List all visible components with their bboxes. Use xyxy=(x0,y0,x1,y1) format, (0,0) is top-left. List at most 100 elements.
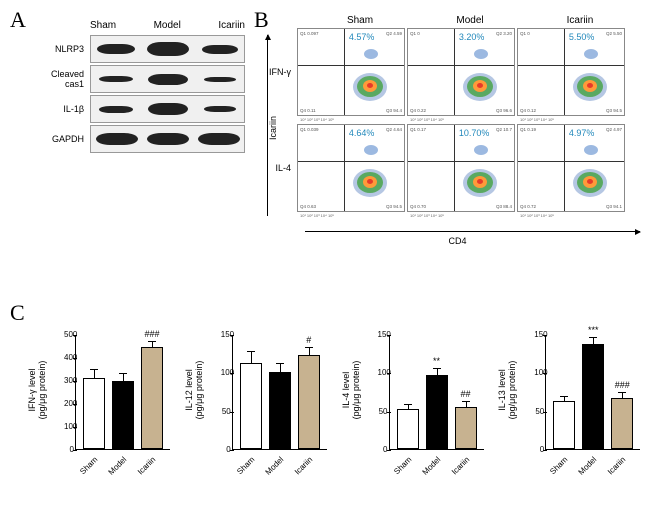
flow-q2-percentage: 10.70% xyxy=(459,128,490,138)
blot-band xyxy=(198,133,240,145)
blot-header-sham: Sham xyxy=(90,20,116,31)
flow-plot: 3.20%Q1 0Q2 3.20Q4 0.22Q3 96.610¹ 10² 10… xyxy=(407,28,515,116)
flow-q2-percentage: 5.50% xyxy=(569,32,595,42)
flow-x-caption: CD4 xyxy=(448,236,466,246)
bar-model xyxy=(269,372,291,449)
bar-sham xyxy=(553,401,575,449)
bar-chart: IFN-γ level(pg/μg protein)###01002003004… xyxy=(35,325,180,500)
blot-band xyxy=(147,133,189,145)
bar-icariin xyxy=(455,407,477,449)
flow-density-blob xyxy=(477,83,483,88)
flow-header-sham: Sham xyxy=(305,15,415,26)
bar-significance-marker: # xyxy=(306,335,311,345)
flow-q2-percentage: 4.97% xyxy=(569,128,595,138)
bar-chart: IL-13 level(pg/μg protein)***###05010015… xyxy=(505,325,650,500)
flow-plot: 10.70%Q1 0.17Q2 10.7Q4 0.70Q3 88.410¹ 10… xyxy=(407,124,515,212)
blot-lane-box xyxy=(90,125,245,153)
flow-col-headers: Sham Model Icariin xyxy=(305,15,650,26)
blot-band xyxy=(99,76,133,82)
bar-xlabel: Icariin xyxy=(621,455,627,461)
blot-row: NLRP3 xyxy=(35,35,245,63)
bar-significance-marker: ** xyxy=(433,356,440,366)
flow-plot: 4.64%Q1 0.039Q2 4.64Q4 0.63Q3 94.510¹ 10… xyxy=(297,124,405,212)
flow-q2-blob xyxy=(584,49,598,59)
flow-row-label: IFN-γ xyxy=(265,67,297,77)
blot-band xyxy=(147,42,189,56)
bar-sham xyxy=(240,363,262,449)
panel-c-bar-charts: IFN-γ level(pg/μg protein)###01002003004… xyxy=(35,325,650,500)
flow-row-label: IL-4 xyxy=(265,163,297,173)
bar-plot-area: ***### xyxy=(545,335,640,450)
bar-sham xyxy=(83,378,105,449)
blot-lane-box xyxy=(90,95,245,123)
panel-a-label: A xyxy=(10,7,26,33)
flow-q2-blob xyxy=(584,145,598,155)
bar-xlabel: Sham xyxy=(250,455,256,461)
bar-model xyxy=(582,344,604,449)
flow-x-axis-arrow xyxy=(305,231,640,232)
bar-chart: IL-12 level(pg/μg protein)#050100150Sham… xyxy=(192,325,337,500)
blot-protein-label: NLRP3 xyxy=(35,44,90,54)
flow-density-blob xyxy=(587,83,593,88)
flow-q2-blob xyxy=(474,49,488,59)
flow-row: IFN-γ4.57%Q1 0.097Q2 4.59Q4 0.11Q3 94.41… xyxy=(265,28,650,116)
bar-xlabel: Model xyxy=(122,455,128,461)
bar-chart: IL-4 level(pg/μg protein)**##050100150Sh… xyxy=(349,325,494,500)
bar-xlabel: Icariin xyxy=(151,455,157,461)
flow-header-icariin: Icariin xyxy=(525,15,635,26)
blot-band xyxy=(96,133,138,145)
bar-significance-marker: ## xyxy=(460,389,470,399)
blot-band xyxy=(202,45,238,54)
flow-density-blob xyxy=(477,179,483,184)
flow-q2-percentage: 4.57% xyxy=(349,32,375,42)
blot-header-model: Model xyxy=(154,20,181,31)
bar-significance-marker: *** xyxy=(588,325,599,335)
bar-xlabel: Sham xyxy=(93,455,99,461)
bar-significance-marker: ### xyxy=(144,329,159,339)
blot-header-icariin: Icariin xyxy=(218,20,245,31)
flow-plot: 5.50%Q1 0Q2 5.50Q4 0.12Q3 94.510¹ 10² 10… xyxy=(517,28,625,116)
flow-plot: 4.97%Q1 0.19Q2 4.97Q4 0.72Q3 94.110¹ 10²… xyxy=(517,124,625,212)
bar-xlabel: Icariin xyxy=(308,455,314,461)
panel-b-flow-cytometry: Sham Model Icariin IFN-γ4.57%Q1 0.097Q2 … xyxy=(265,15,650,236)
flow-density-blob xyxy=(367,83,373,88)
blot-band xyxy=(204,106,236,112)
blot-lane-box xyxy=(90,35,245,63)
panel-c-label: C xyxy=(10,300,25,326)
flow-header-model: Model xyxy=(415,15,525,26)
bar-plot-area: ** ## xyxy=(389,335,484,450)
blot-protein-label: Cleaved cas1 xyxy=(35,69,90,89)
bar-significance-marker: ### xyxy=(615,380,630,390)
flow-q2-blob xyxy=(364,145,378,155)
blot-band xyxy=(148,103,188,115)
bar-icariin xyxy=(298,355,320,449)
bar-icariin xyxy=(141,347,163,449)
flow-q2-percentage: 4.64% xyxy=(349,128,375,138)
panel-a-western-blot: Sham Model Icariin NLRP3 Cleaved cas1 IL-1… xyxy=(35,20,245,155)
blot-row: IL-1β xyxy=(35,95,245,123)
blot-band xyxy=(148,74,188,85)
bar-xlabel: Sham xyxy=(407,455,413,461)
bar-plot-area: ### xyxy=(75,335,170,450)
blot-protein-label: IL-1β xyxy=(35,104,90,114)
bar-xlabel: Model xyxy=(592,455,598,461)
blot-condition-header: Sham Model Icariin xyxy=(90,20,245,31)
blot-band xyxy=(99,106,133,113)
bar-xlabel: Icariin xyxy=(465,455,471,461)
flow-q2-percentage: 3.20% xyxy=(459,32,485,42)
bar-model xyxy=(426,375,448,449)
blot-band xyxy=(97,44,135,54)
flow-plot: 4.57%Q1 0.097Q2 4.59Q4 0.11Q3 94.410¹ 10… xyxy=(297,28,405,116)
blot-protein-label: GAPDH xyxy=(35,134,90,144)
flow-y-caption: Icariin xyxy=(268,116,278,140)
flow-q2-blob xyxy=(364,49,378,59)
bar-plot-area: # xyxy=(232,335,327,450)
bar-icariin xyxy=(611,398,633,449)
bar-sham xyxy=(397,409,419,449)
blot-band xyxy=(204,77,236,82)
flow-density-blob xyxy=(587,179,593,184)
flow-density-blob xyxy=(367,179,373,184)
flow-row: IL-44.64%Q1 0.039Q2 4.64Q4 0.63Q3 94.510… xyxy=(265,124,650,212)
bar-xlabel: Model xyxy=(279,455,285,461)
blot-lane-box xyxy=(90,65,245,93)
